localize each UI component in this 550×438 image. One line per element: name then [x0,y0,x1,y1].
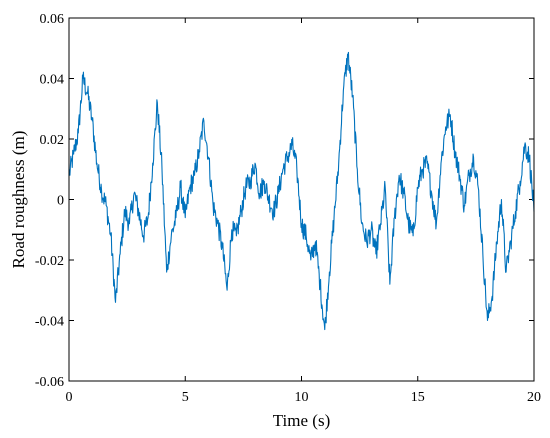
series-layer [68,51,535,331]
plot-frame [68,17,535,382]
x-tick-label: 20 [527,390,541,405]
x-tick-label: 0 [66,390,73,405]
x-tick-label: 5 [182,390,189,405]
y-tick-label: -0.06 [35,375,64,390]
y-axis-title: Road roughness (m) [9,131,28,269]
x-tick-label: 15 [411,390,425,405]
series-line [68,51,535,331]
y-tick-label: 0.02 [40,133,65,148]
x-axis-title: Time (s) [273,411,330,430]
labels-layer: 0 5 10 15 20 -0.06 -0.04 -0.02 0 0.02 0.04 0.06 [35,12,541,405]
y-tick-label: -0.02 [35,254,64,269]
y-tick-label: 0 [57,194,64,209]
y-tick-label: -0.04 [35,315,64,330]
y-tick-label: 0.04 [40,73,65,88]
y-tick-label: 0.06 [40,12,65,27]
ticks-layer [68,17,535,382]
x-tick-label: 10 [295,390,309,405]
